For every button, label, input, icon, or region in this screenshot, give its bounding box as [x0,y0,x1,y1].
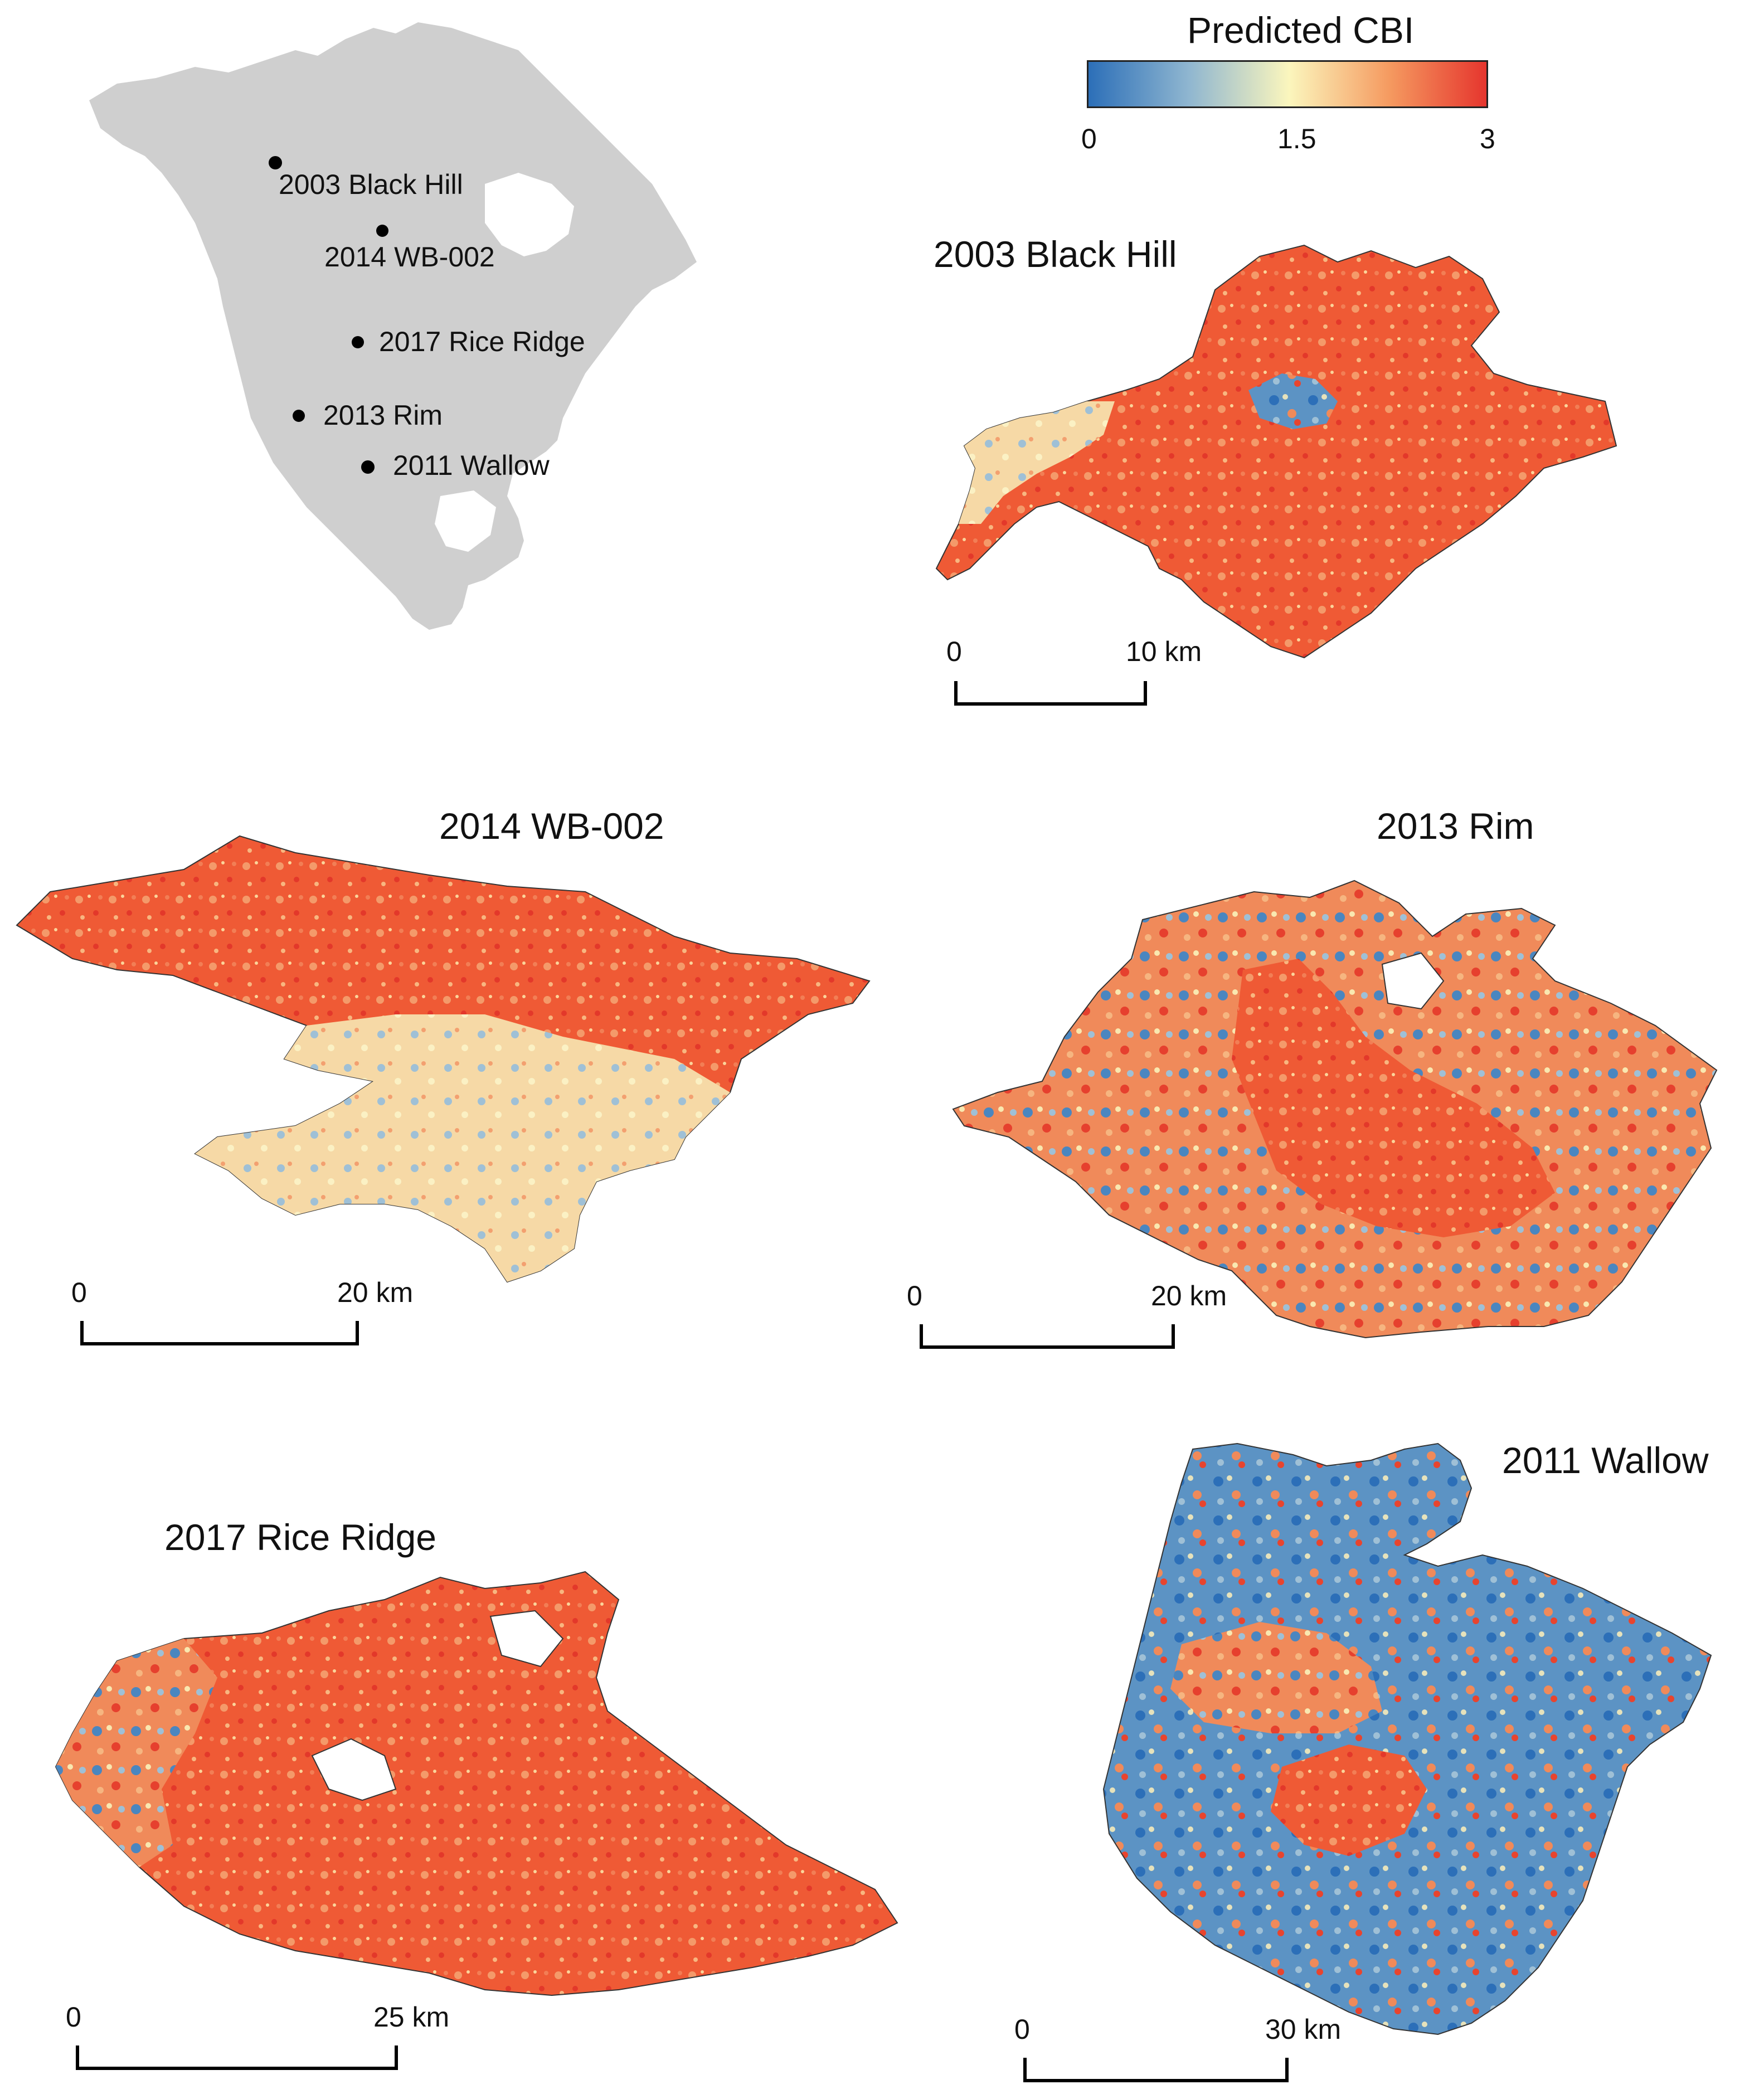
black-hill-low-severity-west [959,401,1115,524]
locator-label-rice-ridge: 2017 Rice Ridge [379,326,585,357]
fire-title-rice-ridge: 2017 Rice Ridge [164,1517,436,1558]
rim-interior-gap [1381,952,1445,1010]
site-marker-black-hill [269,156,282,169]
scale-bar-rim [920,1324,1175,1349]
fire-map-rice-ridge [55,1571,898,1996]
scale-bar-black-hill [954,681,1147,706]
scale-start-rice-ridge: 0 [66,2001,81,2033]
scale-end-rice-ridge: 25 km [373,2001,450,2033]
rice-ridge-interior-gap [311,1738,397,1801]
scale-start-wallow: 0 [1014,2014,1030,2045]
black-hill-unburned-patch [1248,373,1338,429]
wallow-perimeter [1102,1442,1712,2035]
scale-start-rim: 0 [907,1280,922,1311]
locator-label-wallow: 2011 Wallow [393,450,550,481]
site-marker-wallow [361,460,375,474]
rice-ridge-perimeter [55,1571,898,1996]
rice-ridge-interior-gap-north [489,1610,564,1668]
fire-map-wallow [1102,1442,1712,2035]
scale-bar-rice-ridge [76,2045,398,2070]
legend-tick-min: 0 [1081,123,1097,154]
site-marker-rice-ridge [352,336,364,348]
north-america-locator-map [89,22,697,630]
locator-label-wb-002: 2014 WB-002 [324,241,495,273]
black-hill-perimeter [935,244,1617,659]
fire-map-rim [952,880,1718,1339]
fire-map-black-hill [935,244,1617,659]
scale-end-black-hill: 10 km [1126,636,1202,667]
scale-bar-wb-002 [80,1321,359,1345]
wallow-high-severity-patch [1271,1745,1427,1856]
fire-title-wallow: 2011 Wallow [1502,1440,1709,1481]
fire-title-wb-002: 2014 WB-002 [439,805,664,847]
legend-tick-mid: 1.5 [1277,123,1316,154]
wb-002-low-severity-south [195,1014,730,1282]
rim-high-severity-core [1232,959,1555,1237]
wallow-mixed-center [1170,1622,1382,1733]
legend-title: Predicted CBI [1187,9,1415,51]
site-marker-wb-002 [376,225,388,237]
rice-ridge-mixed-west [56,1639,217,1867]
scale-end-rim: 20 km [1151,1280,1227,1311]
scale-start-wb-002: 0 [71,1277,87,1308]
scale-bar-wallow [1023,2058,1289,2082]
locator-label-black-hill: 2003 Black Hill [279,169,463,200]
scale-end-wallow: 30 km [1265,2014,1342,2045]
fire-title-rim: 2013 Rim [1377,805,1534,847]
fire-map-wb-002 [16,835,871,1283]
locator-label-rim: 2013 Rim [323,400,443,431]
scale-end-wb-002: 20 km [337,1277,414,1308]
hudson-bay [485,173,574,256]
fire-title-black-hill: 2003 Black Hill [934,234,1177,275]
legend-color-bar [1087,60,1488,108]
site-marker-rim [293,410,305,422]
gulf-of-mexico [435,490,496,552]
scale-start-black-hill: 0 [946,636,962,667]
legend-tick-max: 3 [1480,123,1495,154]
north-america-landmass [89,22,697,630]
